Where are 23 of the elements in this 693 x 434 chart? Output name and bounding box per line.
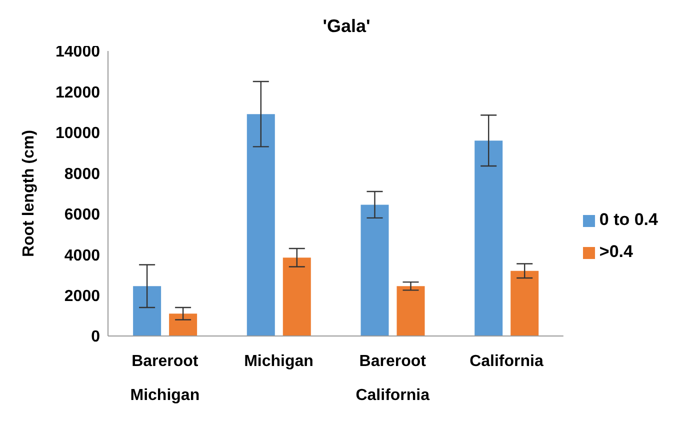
bar: [474, 140, 503, 336]
bar: [246, 114, 275, 336]
x-tick-label: California: [470, 353, 544, 370]
y-tick-label: 12000: [56, 84, 100, 102]
y-tick-label: 2000: [64, 288, 100, 305]
x-tick-label: Michigan: [244, 353, 314, 370]
y-tick-label: 0: [91, 328, 100, 346]
y-tick-label: 4000: [64, 247, 100, 264]
bar: [396, 286, 425, 336]
y-tick-label: 6000: [64, 206, 100, 224]
bar: [169, 314, 198, 336]
bar: [133, 286, 162, 336]
x-tick-label: Bareroot California: [356, 353, 430, 404]
y-axis-title: Root length (cm): [20, 130, 38, 258]
legend-label: 0 to 0.4: [599, 210, 658, 229]
legend-label: >0.4: [599, 242, 633, 261]
x-tick-label: Bareroot Michigan: [130, 353, 200, 404]
chart-title: 'Gala': [322, 16, 370, 36]
bar: [510, 270, 539, 336]
y-tick-label: 10000: [56, 125, 100, 142]
bar: [282, 258, 311, 336]
bar: [360, 204, 389, 336]
y-tick-label: 8000: [64, 166, 100, 183]
